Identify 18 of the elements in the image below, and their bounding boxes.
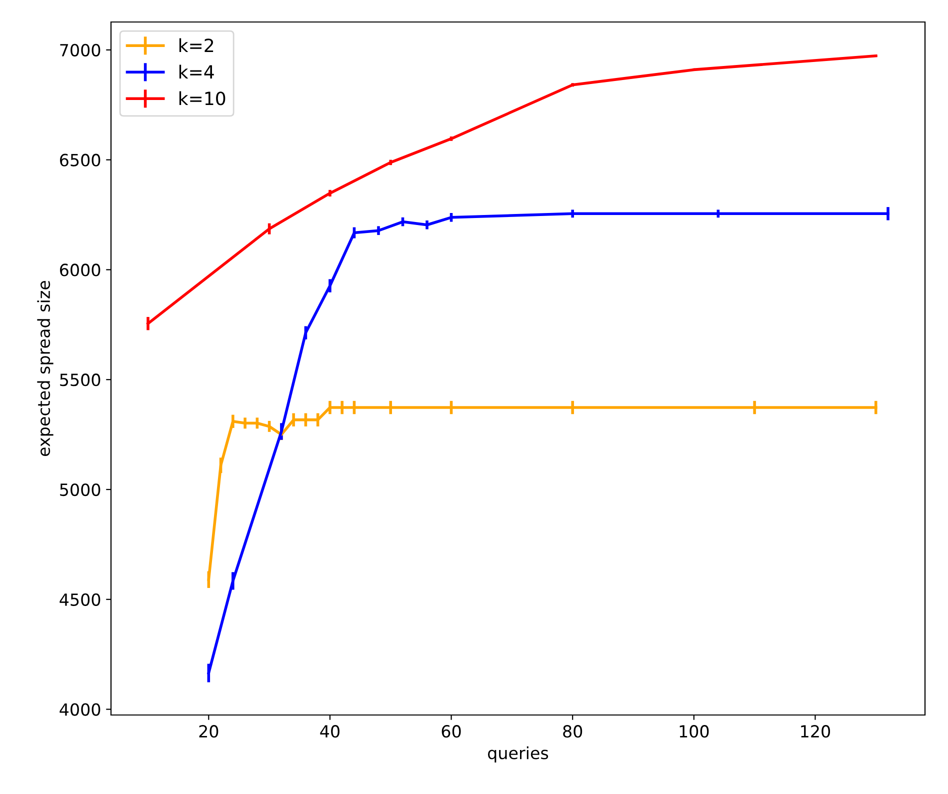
y-tick-label: 5000	[60, 483, 100, 496]
x-tick-label: 120	[801, 725, 830, 738]
x-tick-label: 100	[680, 725, 709, 738]
y-tick-label: 7000	[60, 44, 100, 56]
y-tick-label: 6500	[60, 154, 100, 166]
x-tick-label: 20	[199, 725, 218, 738]
x-tick-label: 60	[442, 725, 461, 738]
x-tick-label: 40	[320, 725, 340, 738]
y-tick-label: 4500	[60, 593, 100, 606]
x-tick-label: 80	[563, 725, 582, 738]
legend-label: k=4	[179, 64, 214, 78]
legend-label: k=10	[179, 91, 226, 106]
y-axis-title: expected spread size	[37, 280, 54, 456]
y-tick-label: 4000	[60, 703, 100, 716]
y-tick-label: 6000	[60, 264, 100, 276]
legend-label: k=2	[179, 38, 214, 52]
y-tick-label: 5500	[60, 374, 100, 386]
x-axis-title: queries	[488, 746, 548, 763]
